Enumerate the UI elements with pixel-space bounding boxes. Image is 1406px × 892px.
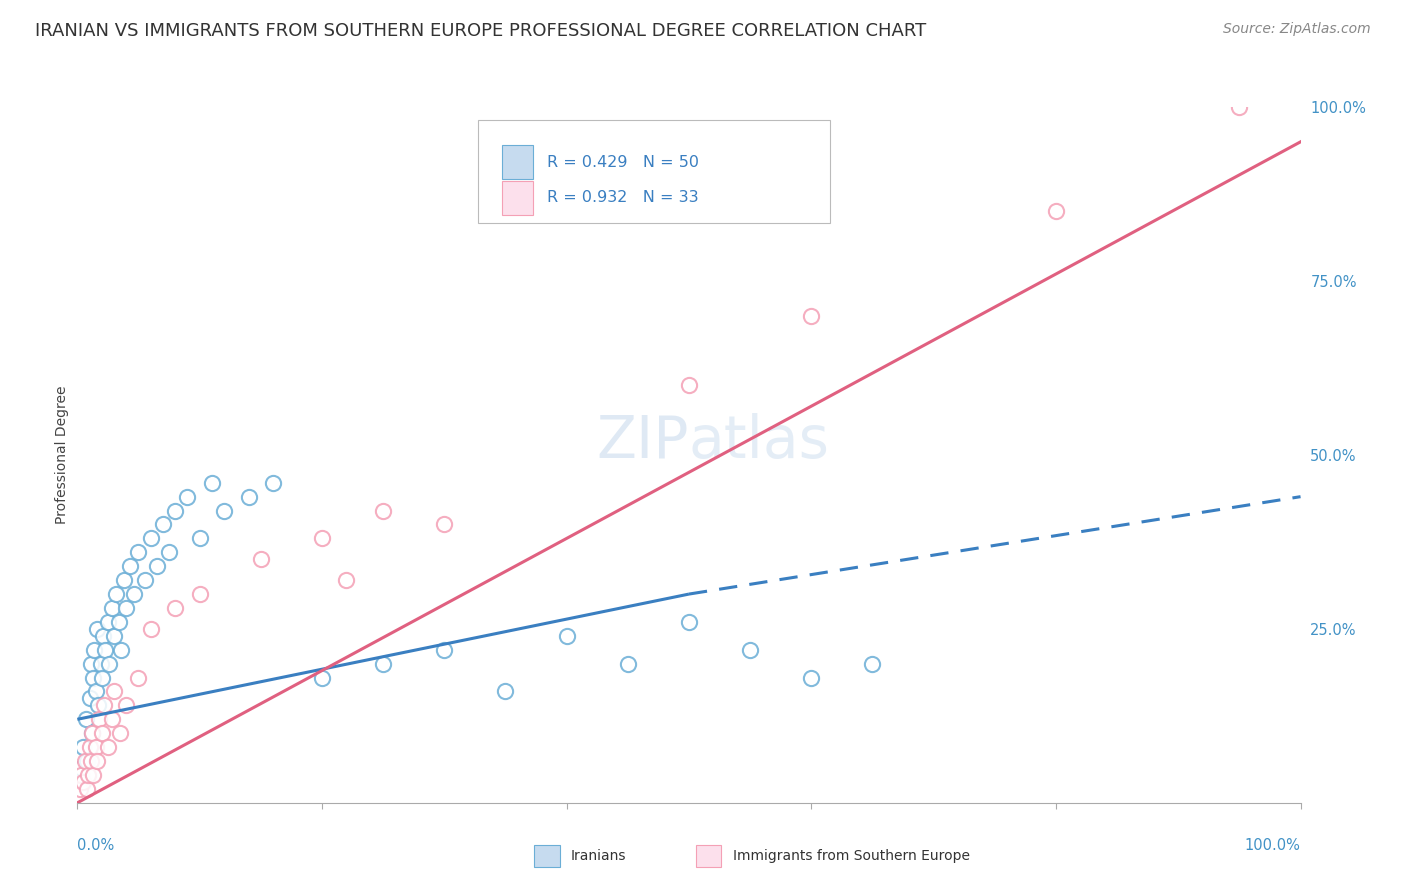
Point <box>86 754 108 768</box>
Point <box>165 601 187 615</box>
Point <box>862 657 884 671</box>
Point <box>76 754 98 768</box>
Point <box>678 378 700 392</box>
Point <box>79 691 101 706</box>
Point <box>75 712 97 726</box>
Point <box>800 309 823 323</box>
Point <box>157 545 180 559</box>
Point <box>617 657 640 671</box>
Point <box>76 781 98 796</box>
Point <box>1229 100 1251 114</box>
Point <box>800 671 823 685</box>
Point <box>212 503 235 517</box>
Point <box>201 475 224 490</box>
Point <box>112 573 135 587</box>
Point <box>103 629 125 643</box>
Point <box>122 587 145 601</box>
Point <box>79 740 101 755</box>
Point <box>152 517 174 532</box>
Point <box>70 761 93 775</box>
Point <box>134 573 156 587</box>
Point <box>80 754 103 768</box>
Point <box>77 768 100 782</box>
Point <box>433 517 456 532</box>
Point <box>70 768 93 782</box>
Point <box>311 671 333 685</box>
Point <box>188 532 211 546</box>
Text: Source: ZipAtlas.com: Source: ZipAtlas.com <box>1223 22 1371 37</box>
Point <box>335 573 357 587</box>
Point <box>128 671 150 685</box>
Point <box>90 657 112 671</box>
Point <box>93 698 115 713</box>
Point <box>188 587 211 601</box>
Point <box>262 475 284 490</box>
Point <box>83 642 105 657</box>
Point <box>139 532 162 546</box>
Point <box>82 768 104 782</box>
Point <box>433 642 456 657</box>
Text: Immigrants from Southern Europe: Immigrants from Southern Europe <box>733 849 970 863</box>
Text: Iranians: Iranians <box>571 849 626 863</box>
Point <box>250 552 273 566</box>
Point <box>100 601 122 615</box>
Point <box>84 684 107 698</box>
Text: 0.0%: 0.0% <box>77 838 114 853</box>
Point <box>238 490 260 504</box>
Point <box>80 657 103 671</box>
Text: R = 0.932   N = 33: R = 0.932 N = 33 <box>547 190 699 205</box>
Point <box>115 601 138 615</box>
Point <box>98 657 121 671</box>
Point <box>108 726 131 740</box>
Text: 100.0%: 100.0% <box>1244 838 1301 853</box>
Point <box>69 781 91 796</box>
Point <box>115 698 138 713</box>
Point <box>128 545 150 559</box>
Point <box>176 490 198 504</box>
Point <box>87 698 110 713</box>
Point <box>165 503 187 517</box>
Point <box>80 726 103 740</box>
Point <box>110 642 132 657</box>
Text: IRANIAN VS IMMIGRANTS FROM SOUTHERN EUROPE PROFESSIONAL DEGREE CORRELATION CHART: IRANIAN VS IMMIGRANTS FROM SOUTHERN EURO… <box>35 22 927 40</box>
Point <box>555 629 578 643</box>
Point <box>72 775 94 789</box>
Point <box>82 671 104 685</box>
Point <box>311 532 333 546</box>
Point <box>103 684 125 698</box>
Point <box>371 503 394 517</box>
Point <box>105 587 128 601</box>
Y-axis label: Professional Degree: Professional Degree <box>55 385 69 524</box>
Point <box>118 559 141 574</box>
Point <box>97 615 120 629</box>
Point <box>90 671 112 685</box>
Point <box>108 615 131 629</box>
Point <box>97 740 120 755</box>
Point <box>84 740 107 755</box>
Point <box>371 657 394 671</box>
Point <box>72 740 94 755</box>
Text: ZIP: ZIP <box>596 412 689 469</box>
Point <box>80 726 103 740</box>
Point <box>86 622 108 636</box>
Point <box>139 622 162 636</box>
Point <box>94 642 117 657</box>
Point <box>73 754 96 768</box>
Text: atlas: atlas <box>689 412 830 469</box>
Point <box>100 712 122 726</box>
Point <box>91 629 114 643</box>
Point <box>495 684 517 698</box>
Point <box>1045 204 1067 219</box>
Point <box>146 559 169 574</box>
Text: R = 0.429   N = 50: R = 0.429 N = 50 <box>547 155 699 169</box>
Point <box>90 726 112 740</box>
Point <box>740 642 762 657</box>
Point <box>678 615 700 629</box>
Point <box>89 712 111 726</box>
